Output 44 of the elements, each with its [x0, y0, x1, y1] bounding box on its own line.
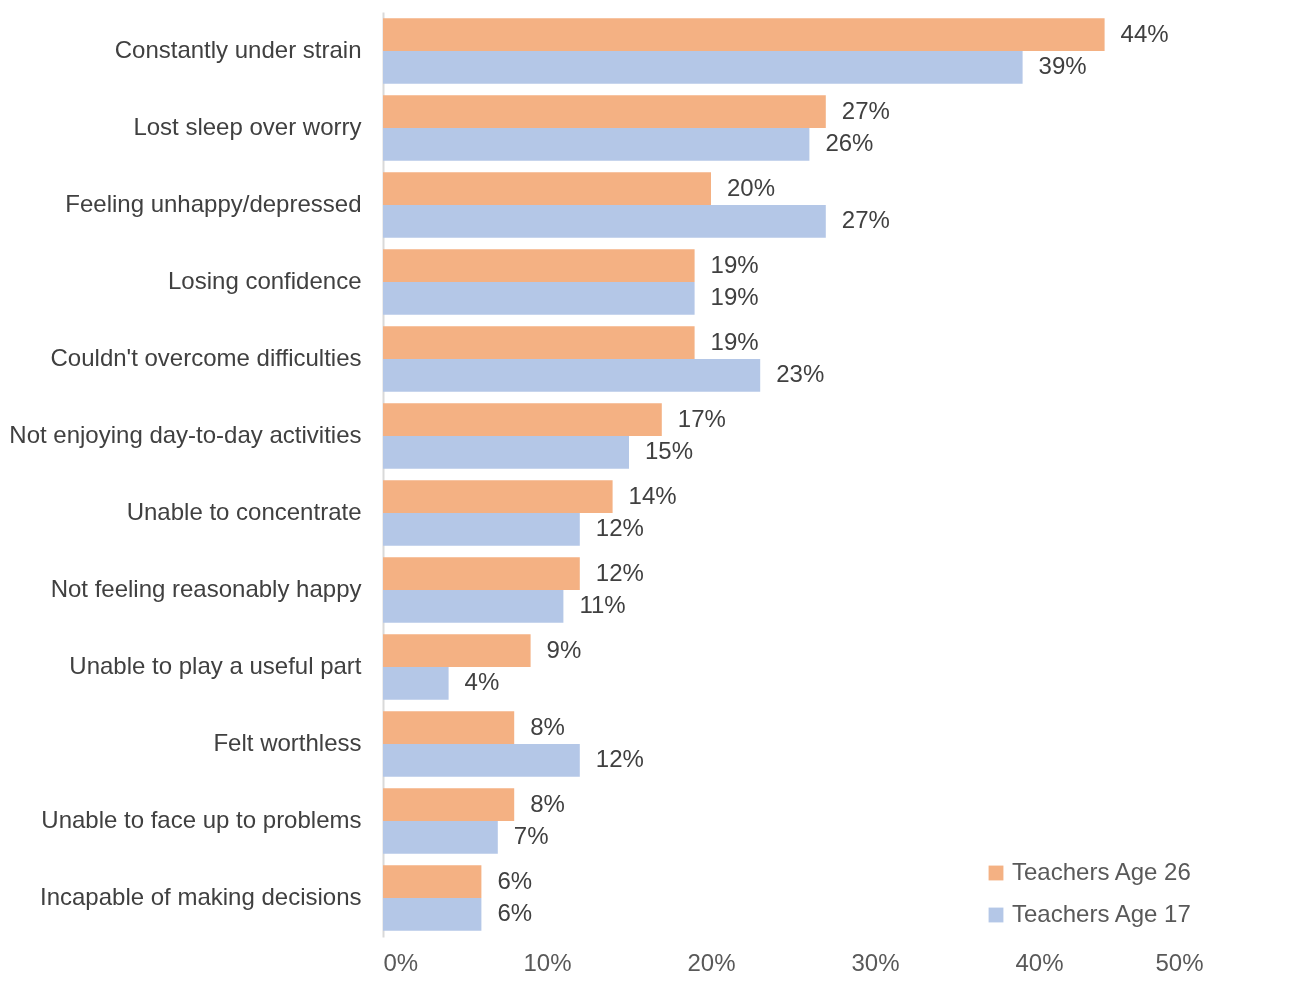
data-label: 4%: [464, 668, 500, 696]
data-label: 12%: [595, 745, 644, 773]
data-label: 17%: [677, 404, 726, 432]
data-label: 27%: [841, 206, 890, 234]
y-tick-label: Not feeling reasonably happy: [50, 575, 362, 603]
x-tick-label: 20%: [687, 948, 736, 976]
y-tick-label: Not enjoying day-to-day activities: [9, 420, 362, 448]
data-label: 11%: [579, 591, 626, 619]
data-label: 19%: [710, 250, 759, 278]
data-label: 12%: [595, 558, 644, 586]
data-label: 27%: [841, 96, 890, 124]
y-tick-label: Unable to concentrate: [126, 498, 362, 526]
data-label: 9%: [546, 635, 582, 663]
data-label: 23%: [776, 360, 825, 388]
y-tick-label: Feeling unhappy/depressed: [65, 189, 362, 217]
x-tick-label: 50%: [1155, 948, 1204, 976]
legend-label: Teachers Age 26: [1012, 858, 1191, 885]
y-tick-label: Constantly under strain: [114, 35, 362, 63]
y-tick-label: Unable to play a useful part: [69, 652, 362, 680]
x-tick-label: 0%: [383, 948, 419, 976]
data-label: 6%: [497, 899, 533, 927]
y-tick-label: Unable to face up to problems: [41, 806, 362, 834]
data-label: 39%: [1038, 52, 1087, 80]
legend-label: Teachers Age 17: [1012, 900, 1191, 927]
y-tick-label: Incapable of making decisions: [39, 883, 362, 911]
data-label: 19%: [710, 327, 759, 355]
y-tick-label: Lost sleep over worry: [133, 112, 362, 140]
x-tick-label: 30%: [851, 948, 900, 976]
y-tick-label: Couldn't overcome difficulties: [50, 343, 362, 371]
data-label: 6%: [497, 866, 533, 894]
data-label: 8%: [530, 712, 565, 740]
data-label: 8%: [530, 789, 565, 817]
data-label: 44%: [1120, 19, 1169, 47]
data-label: 20%: [727, 173, 776, 201]
x-tick-label: 40%: [1015, 948, 1064, 976]
data-label: 26%: [825, 129, 874, 157]
y-tick-label: Felt worthless: [213, 729, 362, 757]
data-label: 19%: [710, 283, 759, 311]
data-label: 12%: [595, 514, 644, 542]
data-label: 7%: [513, 822, 549, 850]
data-label: 15%: [645, 437, 694, 465]
data-label: 14%: [628, 481, 677, 509]
x-tick-label: 10%: [523, 948, 572, 976]
y-tick-label: Losing confidence: [168, 266, 362, 294]
